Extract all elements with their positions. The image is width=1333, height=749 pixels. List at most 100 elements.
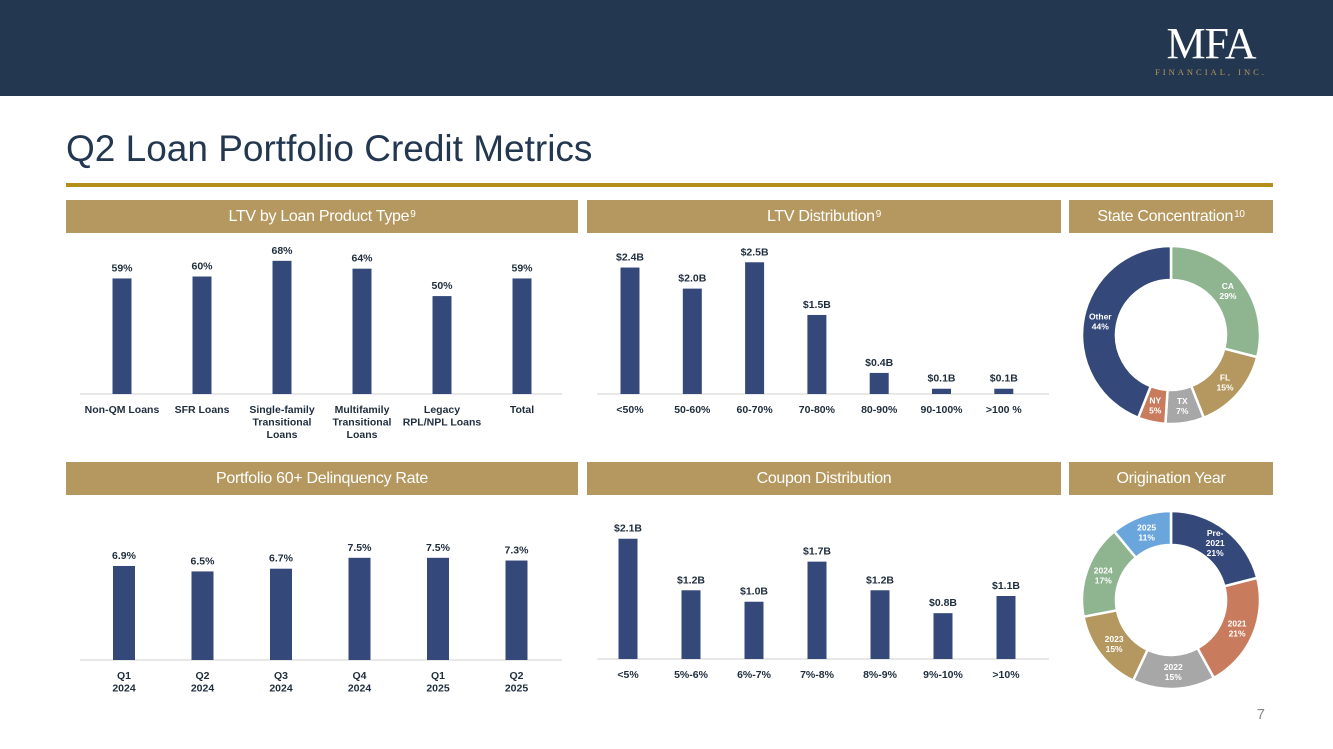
category-label: Non-QM Loans xyxy=(85,404,160,416)
donut-slice xyxy=(1080,244,1173,420)
bar xyxy=(807,314,827,394)
data-label: 6.7% xyxy=(269,553,294,565)
slice-label: 2021 xyxy=(1228,619,1247,629)
panel-title: Origination Year xyxy=(1116,469,1226,487)
category-label: Q2 xyxy=(509,670,523,682)
panel-header-ltv-product: LTV by Loan Product Type 9 xyxy=(66,200,578,233)
bar xyxy=(192,276,212,394)
category-label: Single-family xyxy=(249,404,315,416)
bar xyxy=(681,590,701,659)
category-label: <50% xyxy=(616,404,644,416)
panel-header-ltv-distribution: LTV Distribution 9 xyxy=(587,200,1061,233)
data-label: $2.1B xyxy=(614,523,642,535)
data-label: 7.3% xyxy=(505,545,530,557)
footnote-ref: 10 xyxy=(1234,209,1245,220)
panel-title: Coupon Distribution xyxy=(756,469,892,487)
bar xyxy=(272,260,292,394)
slice-label: 2025 xyxy=(1137,522,1156,532)
category-label: 7%-8% xyxy=(800,669,835,681)
data-label: 6.5% xyxy=(191,555,216,567)
bar xyxy=(682,288,702,394)
data-label: $1.0B xyxy=(740,586,768,598)
bar xyxy=(427,557,449,660)
slice-label: 17% xyxy=(1095,576,1112,586)
slice-label: CA xyxy=(1222,281,1234,291)
footnote-ref: 9 xyxy=(875,209,882,220)
category-label: Loans xyxy=(267,429,298,441)
bar xyxy=(932,388,951,394)
data-label: 59% xyxy=(511,262,533,274)
category-label: SFR Loans xyxy=(175,404,230,416)
panel-header-delinquency: Portfolio 60+ Delinquency Rate xyxy=(66,462,578,495)
bar xyxy=(112,278,132,394)
slice-label: 15% xyxy=(1217,383,1234,393)
ltv-product-chart: 59% Non-QM Loans 60% SFR Loans 68% Single-fam… xyxy=(80,245,562,441)
slice-label: 2021 xyxy=(1206,538,1225,548)
panel-title: LTV by Loan Product Type xyxy=(228,207,410,225)
bar xyxy=(505,560,528,660)
category-label: 90-100% xyxy=(920,404,963,416)
slice-label: 15% xyxy=(1106,644,1123,654)
category-label: 60-70% xyxy=(736,404,773,416)
data-label: $0.1B xyxy=(990,373,1018,385)
slice-label: 21% xyxy=(1229,629,1246,639)
data-label: 7.5% xyxy=(426,542,451,554)
data-label: $0.4B xyxy=(865,357,893,369)
bar xyxy=(270,568,292,660)
data-label: $2.0B xyxy=(678,273,706,285)
data-label: 6.9% xyxy=(112,550,137,562)
category-label: 2025 xyxy=(426,683,450,695)
category-label: 2024 xyxy=(191,683,215,695)
panel-title: State Concentration xyxy=(1097,207,1234,225)
slice-label: FL xyxy=(1220,373,1230,383)
bar xyxy=(933,613,953,659)
title-divider xyxy=(66,183,1273,187)
delinquency-chart: 6.9%Q120246.5%Q220246.7%Q320247.5%Q42024… xyxy=(80,542,562,695)
bar xyxy=(994,388,1014,394)
slice-label: 29% xyxy=(1219,291,1236,301)
company-logo: MFA FINANCIAL, INC. xyxy=(1155,19,1267,78)
category-label: >10% xyxy=(992,669,1020,681)
slice-label: NY xyxy=(1149,395,1161,405)
bar xyxy=(512,278,532,394)
category-label: >100 % xyxy=(986,404,1023,416)
slice-label: 21% xyxy=(1207,548,1224,558)
category-label: Transitional xyxy=(333,417,392,429)
data-label: $1.7B xyxy=(803,546,831,558)
slice-label: TX xyxy=(1177,396,1188,406)
data-label: 64% xyxy=(351,253,373,265)
slice-label: 44% xyxy=(1092,322,1109,332)
category-label: <5% xyxy=(617,669,639,681)
category-label: Q2 xyxy=(195,670,209,682)
bar xyxy=(352,268,372,394)
data-label: $2.5B xyxy=(741,246,769,258)
bar xyxy=(745,262,765,394)
bar xyxy=(348,557,371,660)
data-label: $2.4B xyxy=(616,252,644,264)
category-label: Loans xyxy=(347,429,378,441)
logo-wordmark: MFA xyxy=(1166,19,1256,68)
data-label: 60% xyxy=(191,261,213,273)
category-label: Q1 xyxy=(117,670,131,682)
bar xyxy=(744,601,764,659)
slice-label: 2022 xyxy=(1164,662,1183,672)
category-label: 70-80% xyxy=(799,404,836,416)
category-label: Legacy xyxy=(424,404,460,416)
origination-year-donut: Pre-202121%202121%202215%202315%202417%2… xyxy=(1080,509,1262,691)
category-label: 9%-10% xyxy=(923,669,963,681)
data-label: $0.8B xyxy=(929,597,957,609)
bar xyxy=(996,596,1016,659)
data-label: $1.1B xyxy=(992,580,1020,592)
category-label: Multifamily xyxy=(335,404,390,416)
bar xyxy=(113,565,135,660)
panel-header-state-concentration: State Concentration 10 xyxy=(1069,200,1273,233)
coupon-distribution-chart: $2.1B <5% $1.2B 5%-6% $1.0B 6%-7% $1.7B 7%-8% $1… xyxy=(597,523,1049,681)
category-label: 8%-9% xyxy=(863,669,898,681)
category-label: Q4 xyxy=(352,670,366,682)
top-bar: MFA FINANCIAL, INC. xyxy=(0,0,1333,96)
slice-label: Other xyxy=(1089,312,1112,322)
footnote-ref: 9 xyxy=(410,209,416,220)
slice-label: 2023 xyxy=(1105,634,1124,644)
category-label: 80-90% xyxy=(861,404,898,416)
bar xyxy=(618,538,638,659)
